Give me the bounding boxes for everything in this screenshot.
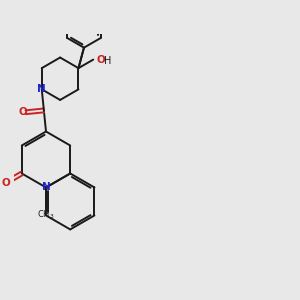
Text: O: O xyxy=(2,178,10,188)
Text: H: H xyxy=(104,56,112,66)
Text: N: N xyxy=(38,84,46,94)
Text: CH$_3$: CH$_3$ xyxy=(37,208,55,220)
Text: O: O xyxy=(19,107,28,117)
Text: N: N xyxy=(42,182,51,193)
Text: O: O xyxy=(97,55,106,64)
